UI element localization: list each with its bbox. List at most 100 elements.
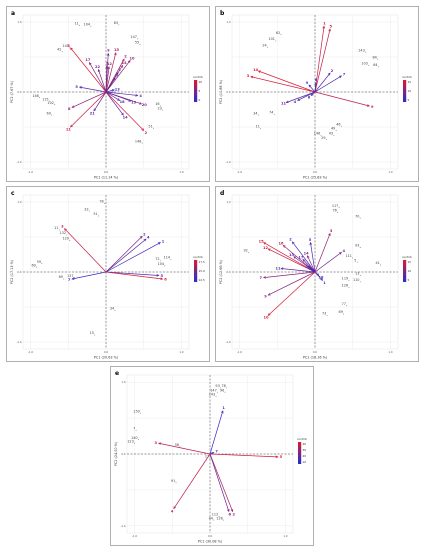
vector-arrowhead (267, 313, 271, 316)
vector-label: 1 (323, 21, 326, 25)
y-tick-label: 0.0 (17, 90, 21, 94)
vector-label: 11 (66, 127, 72, 131)
data-point-label: 104 (158, 262, 164, 266)
data-point (377, 66, 379, 68)
vector-label: 9 (107, 49, 110, 53)
vector-label: 10 (129, 56, 135, 60)
vector-label: 6 (115, 74, 118, 78)
pca-panel-e: e -1.0 -1.0 0.0 0.0 1.0 1.0 PC1 (30.08 %) PC2 (2… (110, 366, 314, 546)
vector-label: 15 (114, 48, 120, 52)
data-point (337, 212, 339, 213)
pca-chart-b: b -1.0 -1.0 0.0 0.0 1.0 1.0 PC1 (25.83 %) PC2 (1… (219, 10, 412, 180)
vector-arrow (281, 268, 316, 273)
vector-arrow (250, 76, 316, 93)
vector-arrow (314, 28, 331, 93)
data-point (257, 114, 259, 116)
data-point (98, 215, 99, 217)
vector-arrowhead (78, 86, 82, 89)
vector-label: 7 (106, 61, 109, 65)
data-point-label: 11 (54, 226, 58, 230)
data-point-label: 93 (215, 384, 219, 388)
data-point-label: 147 (210, 388, 216, 392)
vector-label: 2 (143, 232, 146, 236)
y-tick-label: -1.0 (120, 524, 125, 528)
vector-arrowhead (107, 66, 111, 70)
vector-label: 17 (298, 255, 304, 259)
vector-arrowhead (291, 241, 295, 245)
legend-colorbar (194, 260, 198, 282)
vector-arrowhead (135, 93, 139, 97)
vector-arrowhead (71, 105, 75, 108)
vector-arrowhead (139, 102, 143, 105)
vector-label: 6 (164, 278, 167, 282)
vector-arrow (283, 245, 316, 273)
vector-label: 20 (142, 103, 148, 107)
data-point (348, 279, 350, 281)
vector-label: 22 (95, 65, 101, 69)
vector-arrow (105, 242, 161, 273)
x-axis-label: PC1 (20.63 %) (94, 356, 119, 360)
y-axis-label: PC2 (24.00 %) (114, 441, 118, 466)
vector-arrow (314, 75, 342, 93)
data-point (41, 263, 43, 265)
vector-label: 14 (304, 251, 310, 255)
data-point (137, 439, 139, 441)
data-point (39, 97, 41, 99)
vector-label: 10 (264, 316, 270, 320)
vector-arrowhead (71, 277, 75, 280)
vector-arrow (292, 241, 316, 273)
legend-title: contrib (193, 75, 203, 79)
y-axis-label: PC2 (7.67 %) (10, 80, 14, 103)
data-point-label: 44 (209, 516, 213, 520)
vector-arrowhead (267, 293, 271, 296)
data-point-label: 7 (133, 427, 135, 431)
data-point-label: 77 (342, 302, 346, 306)
data-point-label: 69 (59, 275, 63, 279)
data-point-label: 62 (276, 31, 280, 35)
vector-arrowhead (64, 228, 67, 231)
data-point-label: 78 (221, 384, 225, 388)
vector-arrow (105, 91, 138, 96)
vector-arrowhead (156, 274, 160, 277)
vector-label: 5 (309, 238, 312, 242)
pca-panel-b: b -1.0 -1.0 0.0 0.0 1.0 1.0 PC1 (25.83 %) PC2 (1… (215, 6, 419, 182)
vector-arrowhead (267, 248, 271, 251)
vector-label: 3 (247, 74, 250, 78)
data-point (170, 258, 172, 260)
data-point (377, 58, 379, 60)
data-point (54, 104, 56, 106)
vector-label: 4 (343, 249, 346, 253)
x-tick-label: 0.0 (208, 534, 212, 538)
vector-label: 6 (315, 78, 318, 82)
data-point-label: 23 (157, 106, 161, 110)
data-point-label: 126 (342, 284, 348, 288)
vector-label: 3 (67, 44, 70, 48)
vector-label: 9 (264, 295, 267, 299)
y-tick-label: -1.0 (225, 160, 230, 164)
vector-label: 1 (162, 239, 165, 243)
vector-arrowhead (106, 52, 110, 56)
y-tick-label: 1.0 (226, 200, 230, 204)
legend-title: contrib (402, 255, 412, 259)
vector-label: 6 (308, 266, 311, 270)
vector-arrow (314, 233, 331, 273)
data-point (69, 240, 71, 241)
data-point (159, 260, 161, 262)
vector-label: 5 (280, 455, 283, 459)
y-tick-label: 0.0 (17, 270, 21, 274)
data-point (51, 114, 53, 116)
data-point-label: 17 (205, 455, 209, 459)
panel-label: e (115, 370, 119, 377)
data-point (36, 266, 38, 268)
vector-arrowhead (327, 72, 331, 76)
legend-tick-label: 10 (199, 80, 203, 84)
vector-arrow (71, 271, 107, 280)
data-point-label: 103 (361, 62, 367, 66)
x-tick-label: 1.0 (283, 534, 287, 538)
pca-chart-e: e -1.0 -1.0 0.0 0.0 1.0 1.0 PC1 (30.08 %) PC2 (2… (114, 370, 307, 544)
vector-arrowhead (230, 509, 234, 513)
vector-label: 14 (122, 61, 128, 65)
x-axis-label: PC1 (25.83 %) (303, 176, 328, 180)
x-tick-label: -1.0 (28, 170, 33, 174)
data-point-label: 63 (114, 21, 118, 25)
